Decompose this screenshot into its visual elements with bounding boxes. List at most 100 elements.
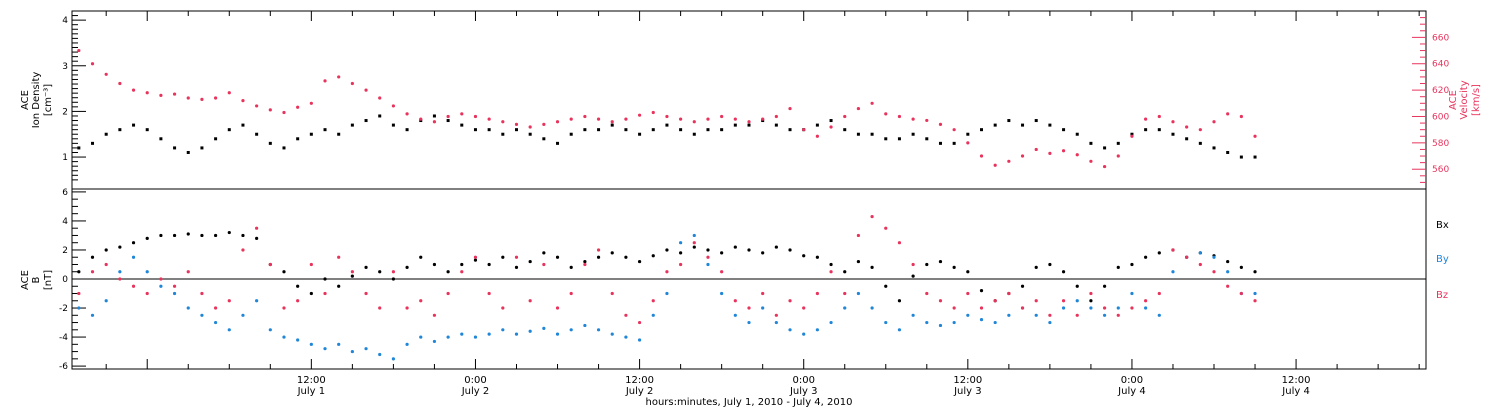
velocity-point — [77, 48, 81, 53]
time-tick-label: 12:00 — [297, 375, 326, 386]
by-point — [952, 320, 956, 325]
bx-point — [637, 259, 642, 264]
density-velocity-plot — [77, 48, 1257, 169]
velocity-point — [679, 117, 683, 121]
velocity-point — [884, 112, 888, 116]
by-point — [145, 270, 149, 274]
velocity-point — [432, 120, 437, 124]
by-point — [104, 299, 108, 303]
density-point — [296, 137, 300, 141]
velocity-point — [172, 92, 177, 96]
density-point — [597, 128, 601, 132]
time-tick-label: 0:00 — [1121, 375, 1143, 386]
density-point — [1103, 146, 1107, 150]
bz-point — [938, 299, 943, 303]
velocity-point — [227, 91, 231, 95]
density-point — [1034, 119, 1038, 123]
density-ylabel-line2: Ion Density — [31, 72, 42, 129]
velocity-point — [337, 75, 341, 79]
velocity-tick-label: 660 — [1432, 33, 1449, 43]
velocity-point — [1130, 134, 1134, 138]
bx-point — [966, 270, 970, 274]
by-point — [172, 291, 177, 296]
field-tick-label: 2 — [62, 246, 68, 256]
field-tick-label: -4 — [59, 333, 68, 343]
bz-point — [966, 291, 970, 296]
density-point — [460, 123, 464, 127]
velocity-point — [296, 105, 300, 109]
bz-point — [1102, 306, 1107, 310]
bx-point — [747, 248, 751, 252]
bx-point — [528, 259, 532, 264]
velocity-point — [555, 120, 560, 124]
velocity-point — [1157, 114, 1161, 119]
bx-point — [911, 274, 915, 278]
bx-point — [77, 270, 81, 274]
density-point — [432, 114, 436, 118]
bz-point — [1007, 291, 1011, 296]
density-point — [528, 132, 532, 136]
density-point — [309, 132, 313, 136]
velocity-point — [159, 93, 163, 97]
bx-point — [761, 251, 765, 255]
velocity-point — [446, 114, 450, 119]
velocity-point — [255, 104, 259, 108]
density-point — [583, 128, 587, 132]
by-point — [255, 299, 259, 303]
velocity-point — [1102, 164, 1107, 169]
by-point — [460, 332, 464, 336]
velocity-point — [1198, 128, 1202, 132]
velocity-point — [583, 114, 587, 119]
bx-point — [1020, 284, 1025, 288]
velocity-point — [870, 101, 874, 105]
velocity-tick-label: 640 — [1432, 60, 1449, 70]
field-ylabel-line1: ACE — [20, 270, 31, 290]
bz-point — [774, 313, 778, 317]
bz-point — [815, 291, 819, 296]
time-tick-label: 12:00 — [625, 375, 654, 386]
field-axis-ticks: -6 -4 -2 0 2 4 6 — [59, 188, 86, 372]
bz-point — [350, 270, 354, 274]
bx-point — [1253, 270, 1257, 274]
date-tick-label: July 4 — [1117, 386, 1146, 397]
density-point — [173, 146, 177, 150]
by-point — [90, 313, 95, 317]
velocity-point — [1061, 149, 1066, 153]
field-ylabel-line3: [nT] — [43, 270, 54, 290]
bz-point — [405, 306, 409, 310]
bz-point — [514, 255, 519, 259]
bz-point — [569, 291, 573, 296]
velocity-point — [1034, 147, 1038, 152]
bz-point — [528, 299, 532, 303]
velocity-point — [542, 122, 546, 126]
bx-point — [774, 245, 778, 249]
date-tick-label: July 1 — [297, 386, 326, 397]
density-point — [1239, 155, 1243, 159]
by-point — [692, 233, 696, 238]
by-point — [186, 306, 190, 310]
legend-bz: Bz — [1436, 290, 1448, 301]
velocity-point — [364, 88, 368, 92]
bx-point — [514, 265, 519, 269]
by-point — [1116, 306, 1120, 310]
velocity-point — [214, 96, 218, 100]
by-point — [1226, 270, 1230, 274]
velocity-point — [802, 128, 806, 132]
velocity-ylabel-line2: Velocity — [1459, 80, 1470, 119]
density-point — [145, 128, 149, 132]
legend-by-label: By — [1436, 254, 1449, 265]
velocity-point — [282, 110, 286, 115]
bz-point — [501, 306, 505, 310]
bx-point — [282, 270, 286, 274]
bz-point — [268, 262, 272, 267]
bz-point — [1130, 306, 1134, 310]
velocity-point — [1171, 120, 1175, 124]
velocity-tick-label: 560 — [1432, 165, 1449, 175]
velocity-point — [487, 117, 491, 121]
bx-point — [337, 284, 341, 288]
density-point — [1075, 132, 1079, 136]
bz-point — [596, 248, 601, 252]
by-point — [473, 335, 478, 339]
density-point — [1226, 150, 1230, 154]
date-tick-label: July 4 — [1281, 386, 1310, 397]
